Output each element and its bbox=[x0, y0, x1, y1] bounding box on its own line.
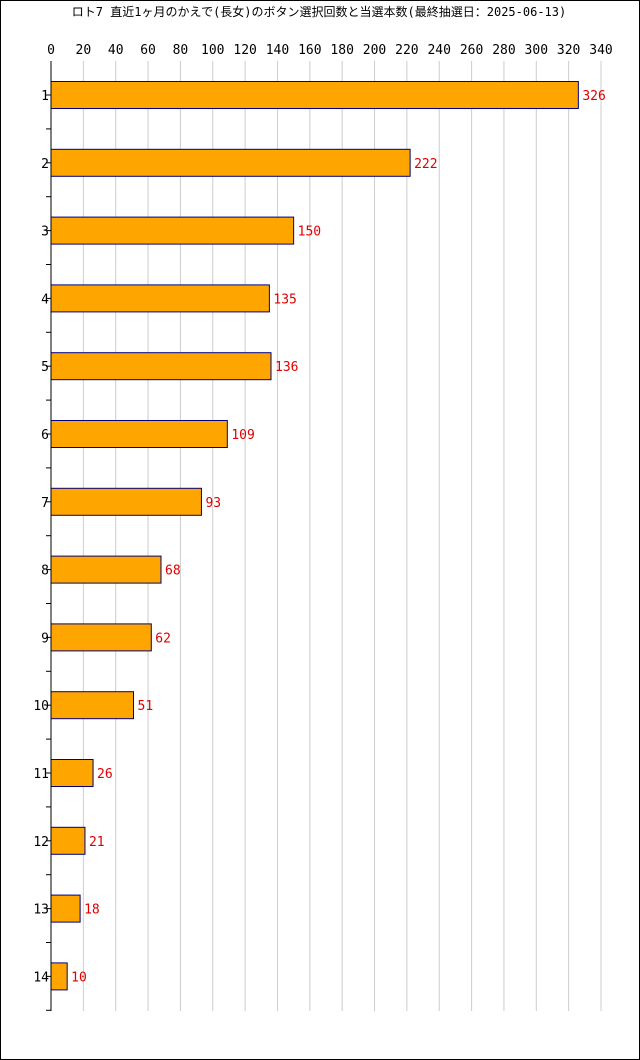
x-tick-label: 40 bbox=[108, 43, 124, 58]
y-tick-label: 2 bbox=[41, 157, 49, 172]
bars: 326 222 150 135 136 109 93 68 62 51 26 21 18 10 bbox=[50, 81, 606, 991]
x-axis-ticks: 0 20 40 60 80 100 120 140 160 180 200 220 240 260 280 3… bbox=[47, 43, 613, 58]
bar bbox=[50, 487, 202, 516]
x-tick-label: 240 bbox=[427, 43, 450, 58]
data-label: 93 bbox=[205, 496, 221, 511]
data-label: 21 bbox=[89, 835, 105, 850]
bar bbox=[50, 623, 152, 652]
data-label: 222 bbox=[414, 157, 437, 172]
x-tick-label: 120 bbox=[233, 43, 256, 58]
grid-lines bbox=[82, 61, 602, 1011]
data-label: 68 bbox=[165, 564, 181, 579]
data-label: 326 bbox=[582, 89, 605, 104]
data-label: 135 bbox=[273, 292, 296, 307]
x-tick-label: 20 bbox=[76, 43, 92, 58]
bar bbox=[50, 826, 86, 855]
x-tick-label: 260 bbox=[460, 43, 483, 58]
bar bbox=[50, 352, 272, 381]
y-tick-label: 10 bbox=[33, 699, 49, 714]
y-tick-label: 7 bbox=[41, 496, 49, 511]
x-tick-label: 300 bbox=[525, 43, 548, 58]
bar bbox=[50, 555, 162, 584]
x-tick-label: 60 bbox=[140, 43, 156, 58]
bar bbox=[50, 962, 68, 991]
x-tick-label: 220 bbox=[395, 43, 418, 58]
x-tick-label: 80 bbox=[173, 43, 189, 58]
data-label: 109 bbox=[231, 428, 254, 443]
y-tick-label: 12 bbox=[33, 835, 49, 850]
bar bbox=[50, 148, 411, 177]
data-label: 51 bbox=[138, 699, 154, 714]
x-tick-label: 140 bbox=[266, 43, 289, 58]
y-tick-label: 3 bbox=[41, 225, 49, 240]
data-label: 10 bbox=[71, 970, 87, 985]
y-tick-label: 8 bbox=[41, 564, 49, 579]
bar bbox=[50, 759, 94, 787]
y-tick-label: 14 bbox=[33, 970, 49, 985]
data-label: 150 bbox=[298, 225, 321, 240]
bar bbox=[50, 420, 228, 448]
bar bbox=[50, 81, 579, 109]
bar bbox=[50, 691, 134, 720]
data-label: 136 bbox=[275, 360, 298, 375]
x-tick-label: 200 bbox=[363, 43, 386, 58]
data-label: 18 bbox=[84, 903, 100, 918]
y-tick-label: 4 bbox=[41, 292, 49, 307]
x-tick-label: 100 bbox=[201, 43, 224, 58]
bar bbox=[50, 216, 295, 245]
x-tick-label: 340 bbox=[589, 43, 612, 58]
x-tick-label: 160 bbox=[298, 43, 321, 58]
y-tick-label: 5 bbox=[41, 360, 49, 375]
y-tick-label: 9 bbox=[41, 631, 49, 646]
data-label: 26 bbox=[97, 767, 113, 782]
x-tick-label: 180 bbox=[330, 43, 353, 58]
bar bbox=[50, 284, 270, 313]
y-tick-label: 11 bbox=[33, 767, 49, 782]
x-tick-label: 0 bbox=[47, 43, 55, 58]
y-tick-label: 1 bbox=[41, 89, 49, 104]
y-tick-label: 6 bbox=[41, 428, 49, 443]
data-label: 62 bbox=[155, 631, 171, 646]
x-tick-label: 320 bbox=[557, 43, 580, 58]
bar bbox=[50, 894, 81, 923]
y-tick-label: 13 bbox=[33, 903, 49, 918]
x-tick-label: 280 bbox=[492, 43, 515, 58]
chart-title: ロト7 直近1ヶ月のかえで(長女)のボタン選択回数と当選本数(最終抽選日：202… bbox=[72, 4, 566, 19]
